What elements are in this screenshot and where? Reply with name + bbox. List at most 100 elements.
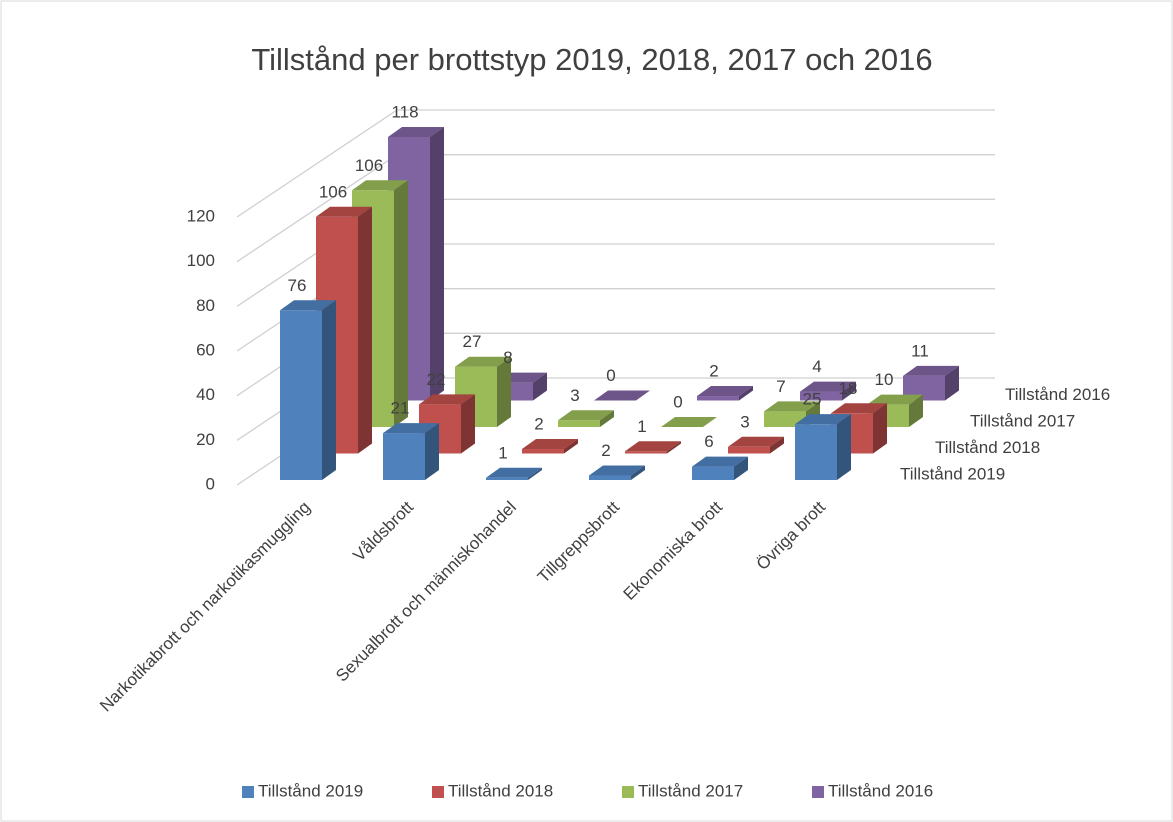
- data-label: 2: [601, 441, 610, 460]
- bar: [280, 300, 336, 480]
- bar-front: [486, 477, 528, 480]
- bar: [522, 439, 578, 454]
- data-label: 76: [288, 276, 307, 295]
- depth-axis-label: Tillstånd 2017: [970, 411, 1075, 430]
- data-label: 27: [463, 332, 482, 351]
- legend-label: Tillstånd 2019: [258, 781, 363, 800]
- depth-axis-label: Tillstånd 2019: [900, 464, 1005, 483]
- bar-side: [873, 403, 887, 454]
- bar-top: [280, 300, 336, 311]
- data-label: 3: [740, 412, 749, 431]
- bar-top: [419, 394, 475, 405]
- legend-swatch: [812, 786, 824, 798]
- bar-top: [455, 356, 511, 367]
- bar-top: [594, 390, 650, 401]
- bar-top: [903, 365, 959, 376]
- bar-top: [692, 456, 748, 467]
- bar-side: [564, 439, 578, 454]
- y-tick-label: 60: [196, 340, 215, 359]
- chart-title: Tillstånd per brottstyp 2019, 2018, 2017…: [251, 42, 932, 77]
- bar-front: [800, 391, 842, 401]
- bar-top: [486, 467, 542, 478]
- bar-side: [945, 365, 959, 401]
- bar-top: [352, 180, 408, 191]
- bar-front: [795, 424, 837, 480]
- legend-label: Tillstånd 2018: [448, 781, 553, 800]
- bar: [589, 465, 645, 480]
- data-label: 106: [355, 156, 383, 175]
- bar-side: [739, 386, 753, 401]
- bar-top: [316, 206, 372, 217]
- legend-label: Tillstånd 2016: [828, 781, 933, 800]
- bar-top: [800, 381, 856, 392]
- bar-top: [661, 417, 717, 427]
- bar: [625, 441, 681, 454]
- bar-side: [528, 467, 542, 480]
- bar-front: [522, 449, 564, 454]
- bar-top: [795, 414, 851, 425]
- bar-side: [909, 394, 923, 427]
- bar-front: [764, 411, 806, 427]
- bar-side: [394, 180, 408, 427]
- grid-line: [236, 109, 995, 218]
- bar-front: [692, 466, 734, 480]
- bar-top: [625, 441, 681, 452]
- legend-swatch: [622, 786, 634, 798]
- bar: [728, 436, 784, 454]
- data-label: 3: [570, 386, 579, 405]
- data-label: 21: [391, 399, 410, 418]
- bar-front: [697, 396, 739, 401]
- bar: [558, 410, 614, 427]
- bar-side: [497, 356, 511, 427]
- bar-front: [589, 475, 631, 480]
- bar-side: [631, 465, 645, 480]
- bar-top: [388, 126, 444, 137]
- bar: [692, 456, 748, 480]
- data-label: 7: [776, 377, 785, 396]
- bar-front: [280, 310, 322, 480]
- bar: [661, 417, 717, 427]
- y-tick-label: 20: [196, 430, 215, 449]
- bar-side: [842, 381, 856, 401]
- bar-top: [522, 439, 578, 450]
- bar-side: [837, 414, 851, 480]
- bar-top: [831, 403, 887, 414]
- bar-side: [322, 300, 336, 480]
- bar-side: [600, 410, 614, 427]
- y-tick-label: 100: [187, 251, 215, 270]
- data-label: 6: [704, 432, 713, 451]
- data-label: 1: [498, 443, 507, 462]
- data-label: 2: [709, 362, 718, 381]
- bar: [594, 390, 650, 401]
- data-label: 11: [911, 341, 929, 360]
- data-label: 4: [812, 357, 821, 376]
- bar-side: [461, 394, 475, 454]
- bar-top: [383, 423, 439, 434]
- bar-front: [728, 446, 770, 454]
- bar-side: [430, 126, 444, 401]
- bar-side: [425, 423, 439, 480]
- data-label: 0: [673, 392, 682, 411]
- bar-top: [867, 394, 923, 405]
- data-label: 8: [503, 348, 512, 367]
- bar: [795, 414, 851, 480]
- bar-top: [764, 401, 820, 412]
- y-tick-label: 80: [196, 296, 215, 315]
- data-label: 0: [606, 366, 615, 385]
- y-tick-label: 0: [206, 474, 215, 493]
- depth-axis-label: Tillstånd 2016: [1005, 385, 1110, 404]
- bar-side: [734, 456, 748, 480]
- y-tick-label: 40: [196, 385, 215, 404]
- data-label: 106: [319, 182, 347, 201]
- bar: [697, 386, 753, 401]
- bar-top: [728, 436, 784, 447]
- bar-top: [589, 465, 645, 476]
- bar-front: [558, 420, 600, 427]
- data-label: 10: [875, 370, 894, 389]
- data-label: 25: [803, 390, 822, 409]
- legend-swatch: [432, 786, 444, 798]
- data-label: 18: [839, 379, 858, 398]
- data-label: 22: [427, 370, 446, 389]
- depth-axis-label: Tillstånd 2018: [935, 438, 1040, 457]
